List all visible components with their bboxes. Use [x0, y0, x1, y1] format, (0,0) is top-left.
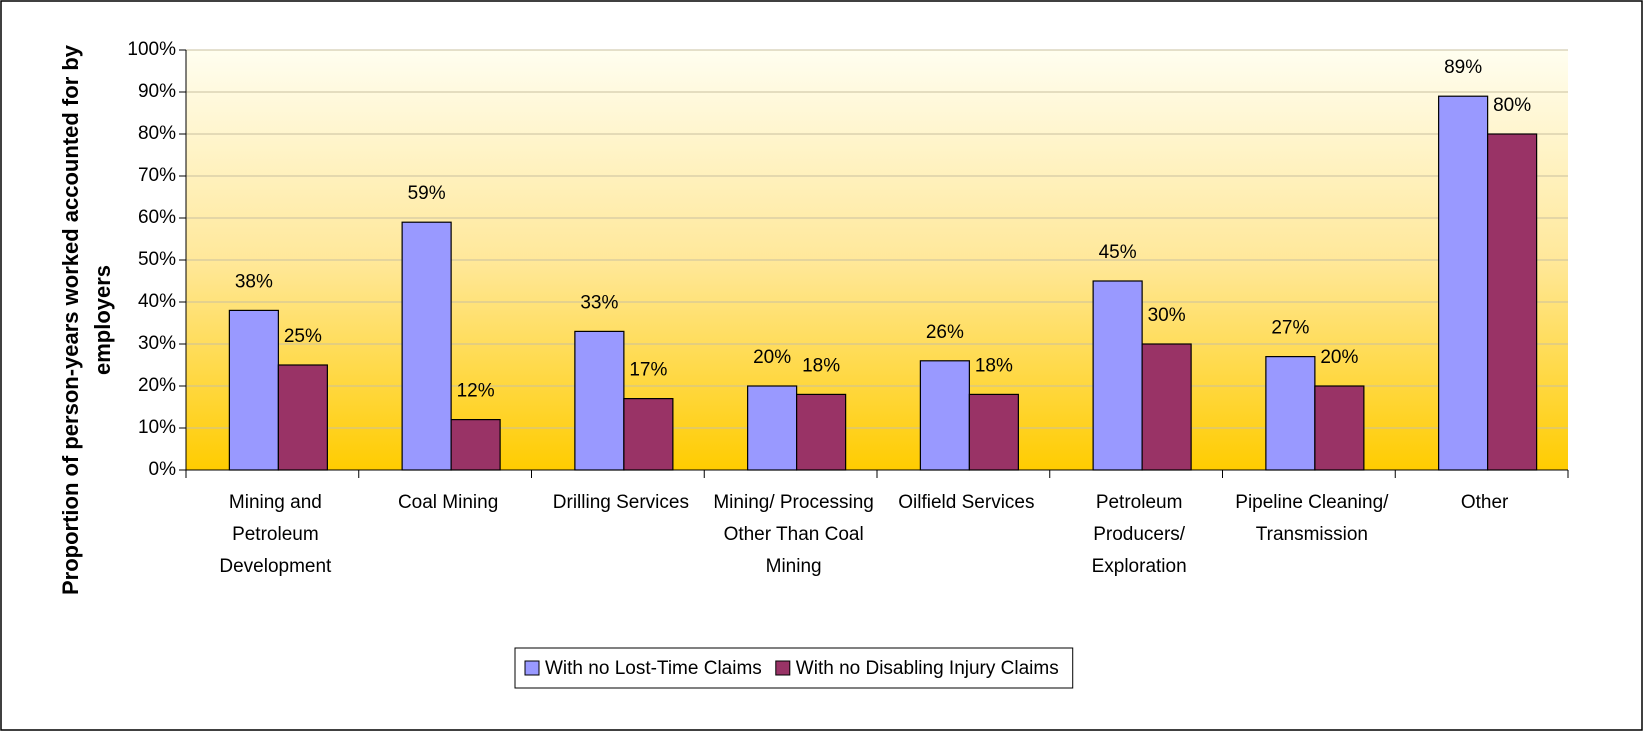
bar: [623, 398, 674, 471]
y-tick-label: 10%: [138, 417, 176, 438]
value-label: 30%: [1148, 305, 1186, 326]
y-tick-label: 40%: [138, 291, 176, 312]
bar: [277, 364, 328, 471]
bar: [1487, 133, 1538, 471]
value-label: 20%: [1320, 347, 1358, 368]
bar: [968, 393, 1019, 471]
legend-label: With no Lost-Time Claims: [545, 658, 762, 679]
legend-swatch: [524, 660, 540, 676]
y-tick-label: 100%: [127, 39, 176, 60]
bar: [401, 221, 452, 471]
x-tick-label: Other: [1460, 492, 1509, 513]
y-tick-label: 20%: [138, 375, 176, 396]
y-tick-label: 80%: [138, 123, 176, 144]
value-label: 18%: [802, 355, 840, 376]
bar: [747, 385, 798, 471]
legend-label: With no Disabling Injury Claims: [796, 658, 1059, 679]
y-tick-label: 60%: [138, 207, 176, 228]
y-tick-label: 70%: [138, 165, 176, 186]
value-label: 33%: [580, 292, 618, 313]
bar: [574, 330, 625, 471]
value-label: 80%: [1493, 95, 1531, 116]
value-label: 38%: [235, 271, 273, 292]
value-label: 89%: [1444, 57, 1482, 78]
bar: [450, 419, 501, 471]
bar: [796, 393, 847, 471]
bar: [919, 360, 970, 471]
x-tick-label: Coal Mining: [397, 492, 499, 513]
value-label: 17%: [629, 360, 667, 381]
value-label: 45%: [1099, 242, 1137, 263]
legend: [514, 647, 1074, 689]
x-tick-label: Drilling Services: [552, 492, 689, 513]
value-label: 12%: [457, 381, 495, 402]
value-label: 25%: [284, 326, 322, 347]
y-tick-label: 90%: [138, 81, 176, 102]
x-tick-label: Mining/ Processing Other Than Coal Minin…: [713, 492, 874, 577]
bar: [228, 309, 279, 471]
bar: [1141, 343, 1192, 471]
value-label: 18%: [975, 355, 1013, 376]
legend-swatch: [775, 660, 791, 676]
y-tick-label: 0%: [149, 459, 177, 480]
x-tick-label: Pipeline Cleaning/ Transmission: [1235, 492, 1389, 545]
value-label: 26%: [926, 322, 964, 343]
value-label: 20%: [753, 347, 791, 368]
y-tick-label: 50%: [138, 249, 176, 270]
value-label: 59%: [408, 183, 446, 204]
y-tick-label: 30%: [138, 333, 176, 354]
bar: [1092, 280, 1143, 471]
x-tick-label: Petroleum Producers/ Exploration: [1091, 492, 1187, 577]
bar: [1314, 385, 1365, 471]
x-tick-label: Mining and Petroleum Development: [219, 492, 332, 577]
y-axis-label: Proportion of person-years worked accoun…: [58, 44, 115, 596]
bar: [1438, 95, 1489, 471]
bar: [1265, 356, 1316, 471]
x-tick-label: Oilfield Services: [898, 492, 1035, 513]
value-label: 27%: [1271, 318, 1309, 339]
